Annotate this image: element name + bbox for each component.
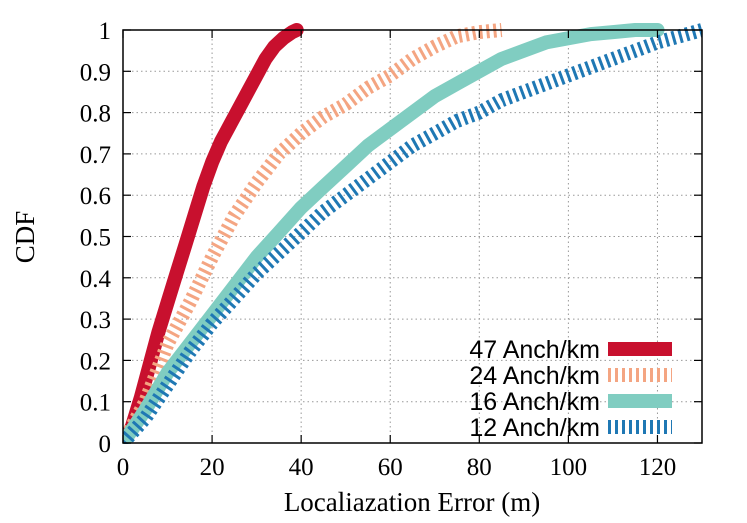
x-tick-label: 20: [200, 454, 225, 481]
x-tick-label: 120: [639, 454, 677, 481]
x-tick-label: 40: [289, 454, 314, 481]
y-axis-title: CDF: [10, 211, 40, 264]
x-tick-label: 100: [550, 454, 588, 481]
legend-label-3: 12 Anch/km: [469, 414, 600, 442]
y-tick-label: 1: [99, 18, 112, 45]
series-line-0: [123, 23, 304, 444]
x-tick-label: 0: [117, 454, 130, 481]
y-tick-label: 0.6: [80, 183, 111, 210]
legend-label-0: 47 Anch/km: [469, 336, 600, 364]
y-tick-label: 0: [99, 431, 112, 458]
y-tick-label: 0.9: [80, 59, 111, 86]
y-tick-label: 0.7: [80, 142, 111, 169]
x-tick-label: 80: [467, 454, 492, 481]
y-tick-label: 0.8: [80, 101, 111, 128]
series-lines: [123, 23, 702, 444]
x-tick-label: 60: [378, 454, 403, 481]
y-tick-label: 0.2: [80, 348, 111, 375]
axis-ticks: 0 20 40 60 80 100 120 0 0.1 0.2 0.3 0.4 0.5 0.6 0.7 0.8…: [80, 18, 702, 481]
y-tick-label: 0.5: [80, 225, 111, 252]
legend-label-1: 24 Anch/km: [469, 362, 600, 390]
y-tick-label: 0.4: [80, 266, 112, 293]
y-tick-label: 0.1: [80, 390, 111, 417]
legend-label-2: 16 Anch/km: [469, 388, 600, 416]
y-tick-label: 0.3: [80, 307, 111, 334]
x-axis-title: Localiazation Error (m): [284, 487, 540, 517]
series-line-1: [123, 23, 503, 444]
